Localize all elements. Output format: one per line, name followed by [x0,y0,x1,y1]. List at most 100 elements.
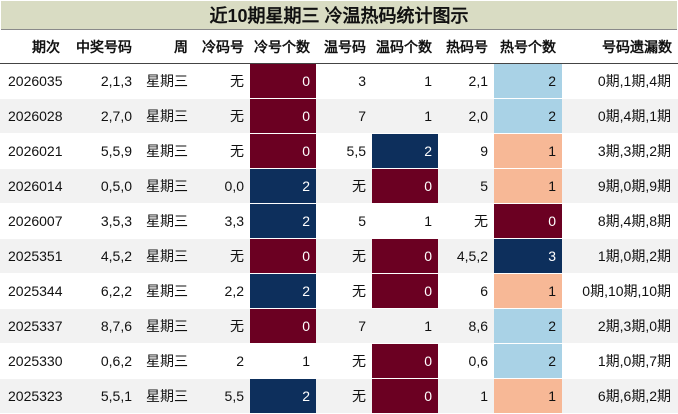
table-row: 2025323 5,5,1 星期三 5,5 2 无 0 1 1 6期,6期,2期 [0,378,678,414]
table-row: 2026007 3,5,3 星期三 3,3 2 5 1 无 0 8期,4期,8期 [0,203,678,239]
hot-nums-cell: 无 [438,203,494,239]
issue-cell: 2026028 [0,98,66,134]
warm-count-cell: 1 [372,308,438,344]
col-header-cold-count: 冷号个数 [250,30,316,64]
warm-nums-cell: 3 [316,63,372,99]
issue-cell: 2026021 [0,133,66,169]
winning-number-cell: 2,7,0 [66,98,138,134]
table-row: 2026014 0,5,0 星期三 0,0 2 无 0 5 1 9期,0期,9期 [0,168,678,204]
warm-count-cell: 0 [372,238,438,274]
warm-nums-cell: 无 [316,238,372,274]
winning-number-cell: 8,7,6 [66,308,138,344]
missing-count-cell: 0期,4期,1期 [562,98,678,134]
col-header-winning: 中奖号码 [66,30,138,64]
missing-count-cell: 3期,3期,2期 [562,133,678,169]
table-row: 2026035 2,1,3 星期三无 0 3 1 2,1 2 0期,1期,4期 [0,63,678,99]
issue-cell: 2025344 [0,273,66,309]
weekday-cell: 星期三 [138,168,194,204]
hot-count-cell: 1 [494,378,562,414]
warm-nums-cell: 无 [316,343,372,379]
issue-cell: 2026014 [0,168,66,204]
table-row: 2025330 0,6,2 星期三 2 1 无 0 0,6 2 1期,0期,7期 [0,343,678,379]
weekday-cell: 星期三 [138,343,194,379]
missing-count-cell: 1期,0期,7期 [562,343,678,379]
issue-cell: 2025330 [0,343,66,379]
col-header-missing: 号码遗漏数 [562,30,678,64]
warm-count-cell: 2 [372,133,438,169]
warm-nums-cell: 无 [316,168,372,204]
missing-count-cell: 9期,0期,9期 [562,168,678,204]
cold-count-cell: 0 [250,308,316,344]
hot-nums-cell: 8,6 [438,308,494,344]
cold-nums-cell: 无 [194,133,250,169]
winning-number-cell: 0,6,2 [66,343,138,379]
weekday-cell: 星期三 [138,273,194,309]
winning-number-cell: 5,5,9 [66,133,138,169]
col-header-cold-nums: 冷码号 [194,30,250,64]
hot-nums-cell: 4,5,2 [438,238,494,274]
hot-count-cell: 1 [494,168,562,204]
warm-nums-cell: 无 [316,378,372,414]
warm-count-cell: 0 [372,273,438,309]
issue-cell: 2026007 [0,203,66,239]
hot-nums-cell: 6 [438,273,494,309]
col-header-hot-nums: 热码号 [438,30,494,64]
missing-count-cell: 2期,3期,0期 [562,308,678,344]
cold-count-cell: 0 [250,238,316,274]
warm-count-cell: 0 [372,378,438,414]
col-header-warm-nums: 温号码 [316,30,372,64]
stats-table: 期次 中奖号码 周 冷码号 冷号个数 温号码 温码个数 热码号 热号个数 号码遗… [0,30,678,414]
hot-nums-cell: 2,0 [438,98,494,134]
table-row: 2026021 5,5,9 星期三无 0 5,5 2 9 1 3期,3期,2期 [0,133,678,169]
cold-nums-cell: 2,2 [194,273,250,309]
warm-count-cell: 1 [372,63,438,99]
warm-nums-cell: 无 [316,273,372,309]
cold-nums-cell: 3,3 [194,203,250,239]
winning-number-cell: 4,5,2 [66,238,138,274]
warm-count-cell: 0 [372,168,438,204]
missing-count-cell: 0期,1期,4期 [562,63,678,99]
issue-cell: 2026035 [0,63,66,99]
cold-count-cell: 2 [250,273,316,309]
cold-count-cell: 0 [250,98,316,134]
table-row: 2026028 2,7,0 星期三无 0 7 1 2,0 2 0期,4期,1期 [0,98,678,134]
winning-number-cell: 0,5,0 [66,168,138,204]
hot-count-cell: 2 [494,63,562,99]
table-row: 2025344 6,2,2 星期三 2,2 2 无 0 6 1 0期,10期,10期 [0,273,678,309]
weekday-cell: 星期三 [138,308,194,344]
issue-cell: 2025337 [0,308,66,344]
hot-nums-cell: 0,6 [438,343,494,379]
hot-count-cell: 2 [494,98,562,134]
hot-count-cell: 3 [494,238,562,274]
header-row: 期次 中奖号码 周 冷码号 冷号个数 温号码 温码个数 热码号 热号个数 号码遗… [0,30,678,64]
winning-number-cell: 5,5,1 [66,378,138,414]
winning-number-cell: 3,5,3 [66,203,138,239]
cold-count-cell: 2 [250,168,316,204]
cold-nums-cell: 5,5 [194,378,250,414]
warm-count-cell: 1 [372,98,438,134]
hot-nums-cell: 1 [438,378,494,414]
hot-count-cell: 1 [494,133,562,169]
winning-number-cell: 2,1,3 [66,63,138,99]
cold-count-cell: 2 [250,203,316,239]
hot-count-cell: 2 [494,343,562,379]
weekday-cell: 星期三 [138,203,194,239]
col-header-week: 周 [138,30,194,64]
warm-nums-cell: 5,5 [316,133,372,169]
hot-nums-cell: 5 [438,168,494,204]
weekday-cell: 星期三 [138,63,194,99]
cold-nums-cell: 2 [194,343,250,379]
cold-nums-cell: 无 [194,98,250,134]
cold-count-cell: 0 [250,63,316,99]
cold-nums-cell: 无 [194,308,250,344]
warm-count-cell: 1 [372,203,438,239]
issue-cell: 2025351 [0,238,66,274]
table-row: 2025337 8,7,6 星期三无 0 7 1 8,6 2 2期,3期,0期 [0,308,678,344]
cold-count-cell: 2 [250,378,316,414]
col-header-issue: 期次 [0,30,66,64]
issue-cell: 2025323 [0,378,66,414]
cold-count-cell: 1 [250,343,316,379]
weekday-cell: 星期三 [138,98,194,134]
warm-nums-cell: 7 [316,308,372,344]
